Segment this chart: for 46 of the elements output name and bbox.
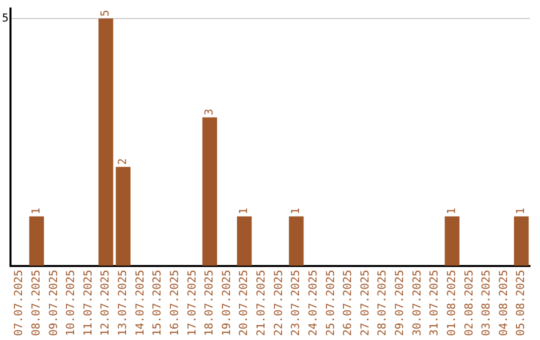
x-tick-label: 04.08.2025 xyxy=(496,270,510,336)
x-tick-label: 14.07.2025 xyxy=(133,270,146,336)
x-tick-label: 17.07.2025 xyxy=(185,270,198,336)
bar xyxy=(98,18,114,266)
x-tick-label: 11.07.2025 xyxy=(81,270,94,336)
x-tick-label: 12.07.2025 xyxy=(98,270,112,336)
data-label: 1 xyxy=(514,208,528,214)
x-tick-label: 22.07.2025 xyxy=(272,270,285,336)
x-tick-label: 10.07.2025 xyxy=(64,270,78,336)
x-tick-label: 31.07.2025 xyxy=(428,270,441,336)
data-label: 1 xyxy=(237,208,250,214)
data-label: 3 xyxy=(202,108,216,116)
x-tick-label: 28.07.2025 xyxy=(376,270,389,336)
bar xyxy=(444,216,460,266)
x-tick-label: 18.07.2025 xyxy=(202,270,216,336)
x-tick-label: 25.07.2025 xyxy=(324,270,337,336)
x-tick-label: 03.08.2025 xyxy=(480,270,493,336)
x-tick-label: 29.07.2025 xyxy=(393,270,406,336)
x-tick-label: 15.07.2025 xyxy=(150,270,164,336)
x-tick-label: 26.07.2025 xyxy=(341,270,354,336)
x-tick-label: 21.07.2025 xyxy=(254,270,268,336)
data-label: 1 xyxy=(444,208,458,214)
x-tick-label: 02.08.2025 xyxy=(462,270,476,336)
x-tick-label: 20.07.2025 xyxy=(237,270,250,336)
data-label: 1 xyxy=(289,208,302,214)
data-label: 1 xyxy=(29,208,42,214)
data-label: 5 xyxy=(98,10,112,16)
bar xyxy=(29,216,44,266)
x-tick-label: 24.07.2025 xyxy=(306,270,320,336)
x-tick-label: 16.07.2025 xyxy=(168,270,181,336)
x-tick-label: 13.07.2025 xyxy=(116,270,130,336)
x-tick-label: 30.07.2025 xyxy=(410,270,424,336)
bar xyxy=(514,216,529,266)
x-tick-label: 01.08.2025 xyxy=(444,270,458,336)
x-tick-label: 09.07.2025 xyxy=(46,270,60,336)
x-tick-label: 07.07.2025 xyxy=(12,270,26,336)
x-tick-label: 05.08.2025 xyxy=(514,270,528,336)
bar xyxy=(202,117,218,266)
bar xyxy=(116,166,131,266)
x-tick-label: 27.07.2025 xyxy=(358,270,372,336)
data-label: 2 xyxy=(116,158,130,165)
bar xyxy=(236,216,252,266)
bar xyxy=(288,216,304,266)
x-tick-label: 23.07.2025 xyxy=(289,270,302,336)
x-tick-label: 19.07.2025 xyxy=(220,270,233,336)
x-tick-label: 08.07.2025 xyxy=(29,270,42,336)
